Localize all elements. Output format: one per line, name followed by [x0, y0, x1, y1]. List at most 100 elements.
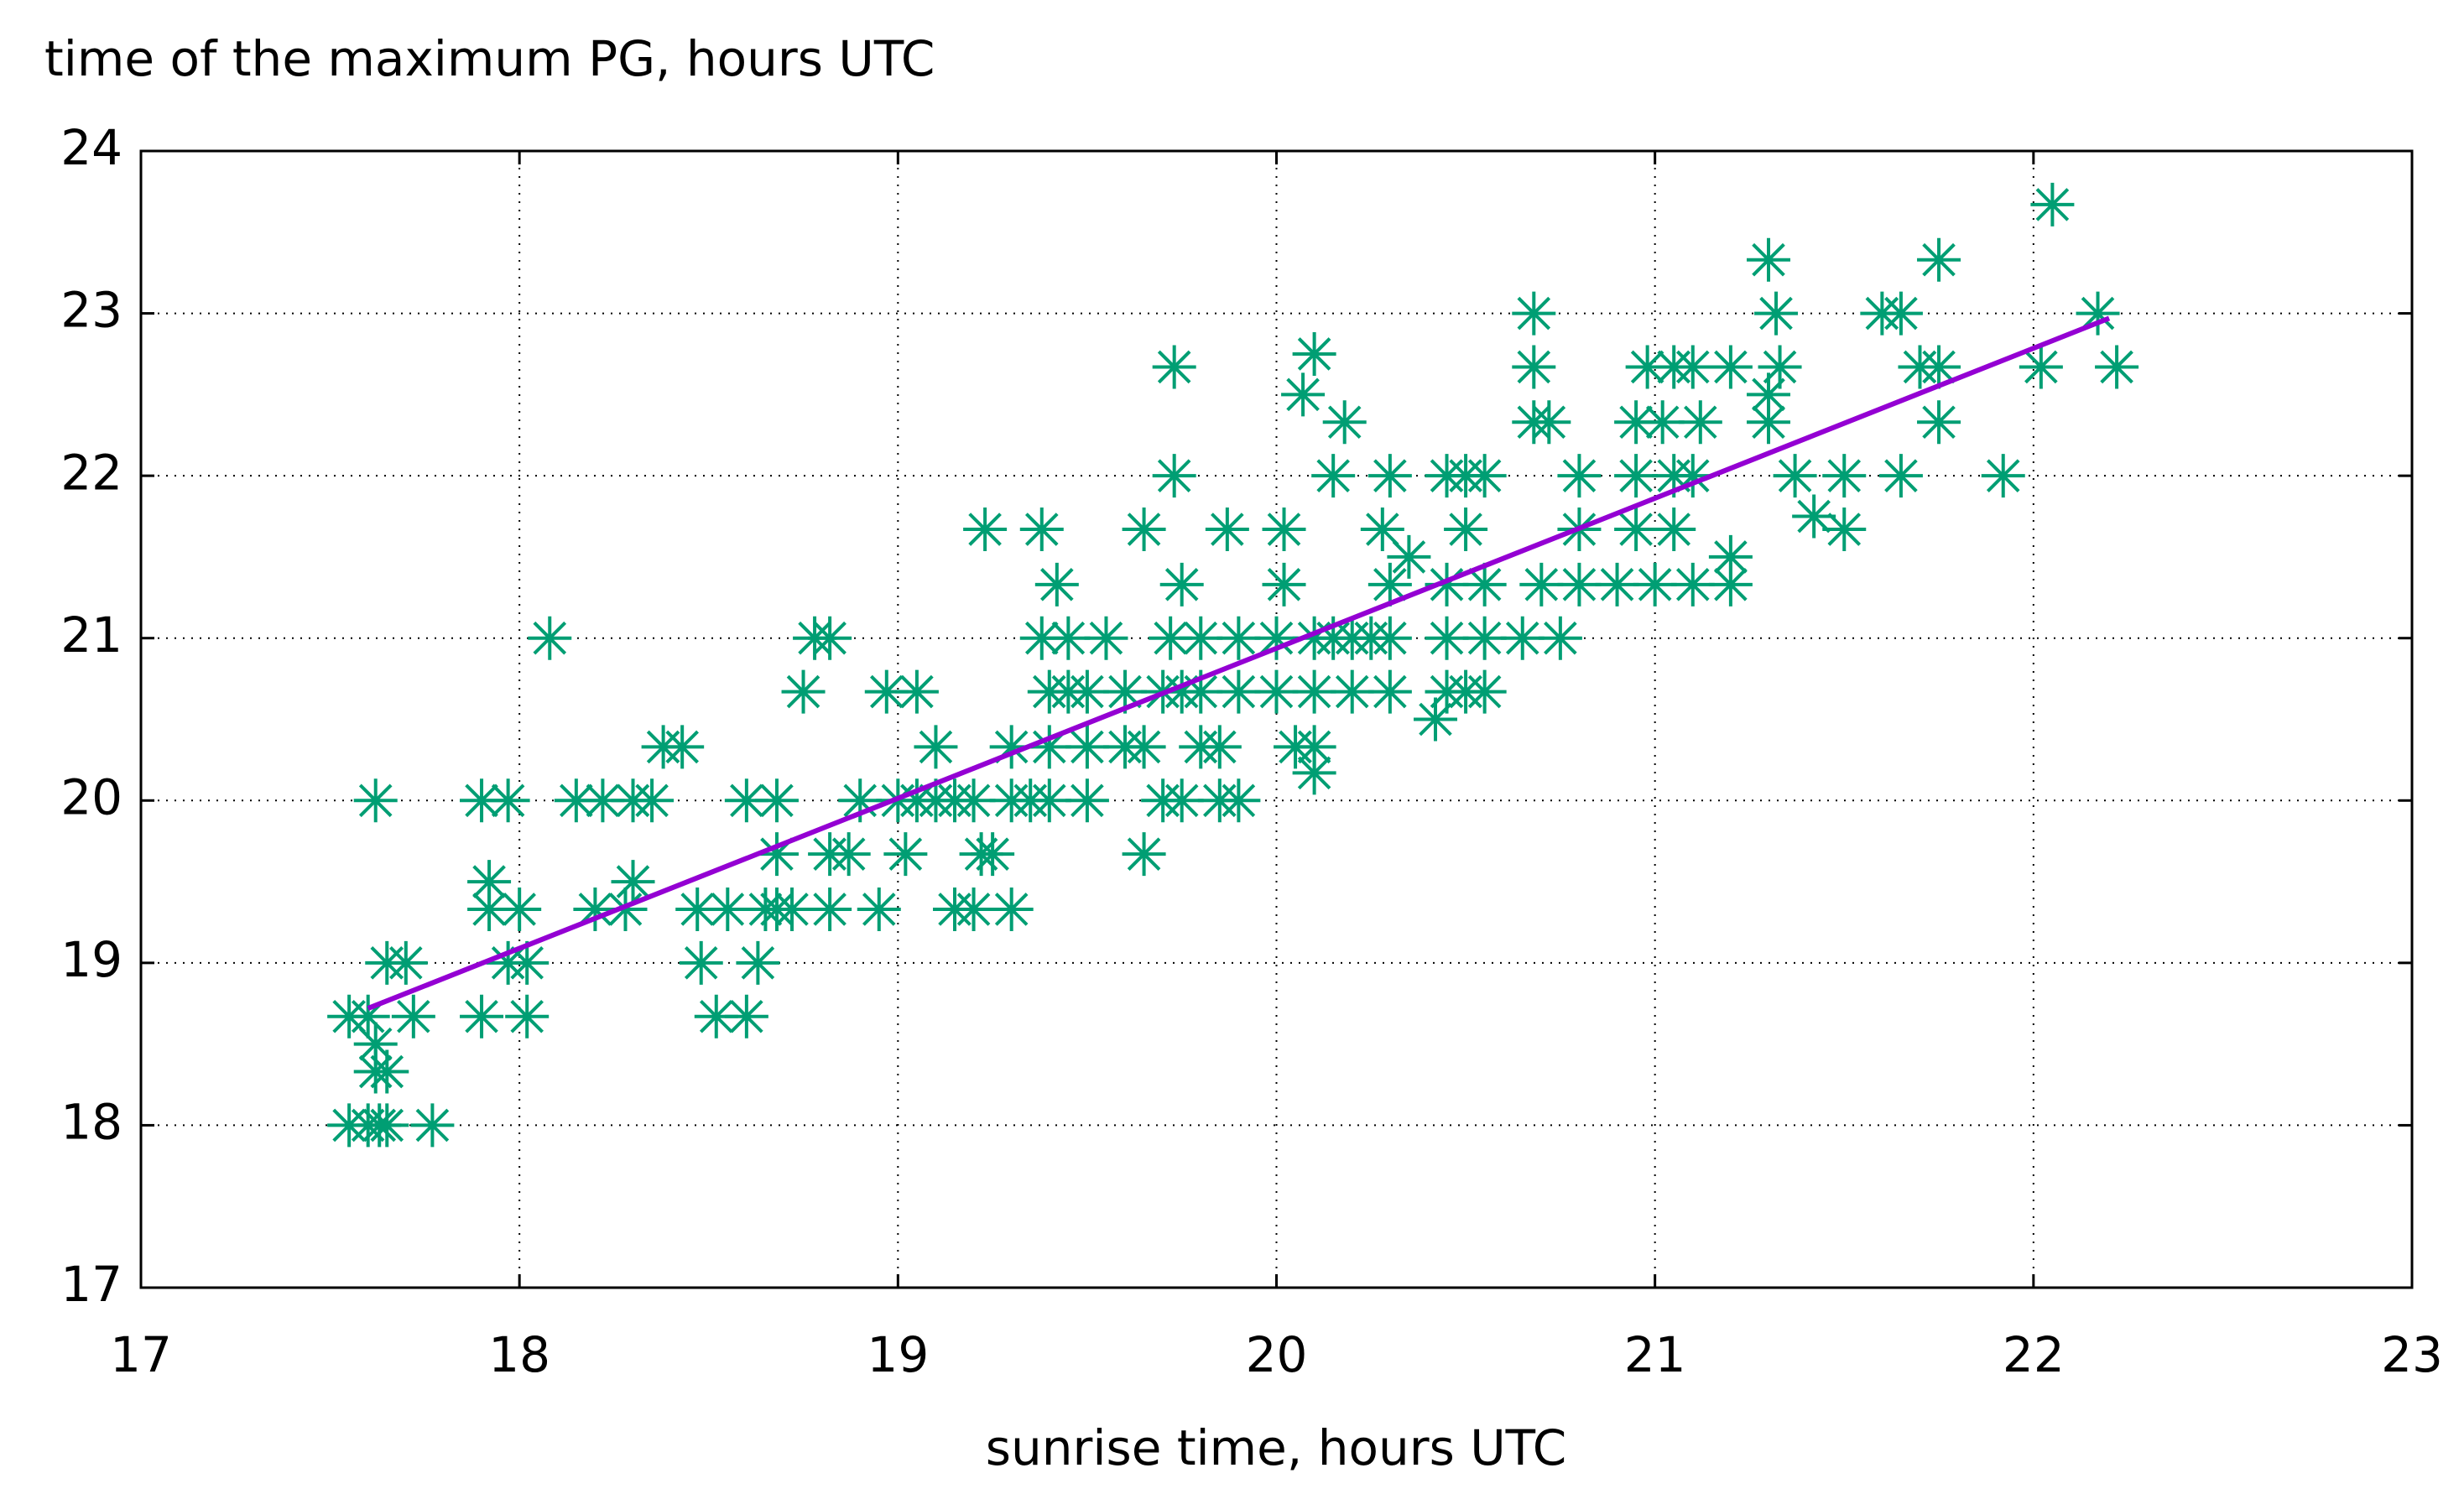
point	[1500, 616, 1545, 660]
x-tick-label: 17	[110, 1326, 172, 1383]
point	[1292, 725, 1336, 769]
point	[781, 669, 826, 714]
point	[1917, 400, 1961, 445]
point	[826, 832, 871, 877]
point	[1708, 562, 1753, 606]
point	[2030, 182, 2075, 226]
y-tick-label: 22	[60, 444, 122, 501]
y-tick-label: 20	[60, 768, 122, 825]
point	[581, 778, 625, 823]
point	[1122, 832, 1166, 877]
point	[1462, 562, 1507, 606]
point	[1425, 562, 1469, 606]
point	[630, 778, 675, 823]
x-tick-label: 18	[488, 1326, 550, 1383]
point	[951, 778, 996, 823]
point	[1708, 534, 1753, 579]
point	[1614, 400, 1659, 445]
point	[1747, 400, 1791, 445]
point	[1262, 562, 1306, 606]
point	[573, 887, 617, 931]
point	[505, 940, 550, 985]
point	[1216, 669, 1261, 714]
point	[754, 778, 799, 823]
point	[486, 778, 530, 823]
point	[1633, 562, 1677, 606]
point	[467, 860, 512, 904]
point	[1292, 669, 1336, 714]
point	[611, 860, 655, 904]
point	[1670, 454, 1715, 498]
point	[1758, 345, 1802, 389]
point	[1640, 400, 1685, 445]
point	[894, 669, 939, 714]
point	[1670, 345, 1715, 389]
point	[1254, 669, 1299, 714]
point	[914, 725, 958, 769]
point	[736, 940, 780, 985]
point	[460, 994, 504, 1039]
point	[1917, 237, 1961, 282]
point	[1792, 494, 1836, 539]
point	[2076, 291, 2120, 336]
point	[365, 1049, 409, 1094]
point	[963, 508, 1008, 552]
point	[1917, 345, 1961, 389]
point	[675, 887, 720, 931]
point	[1678, 400, 1722, 445]
point	[1367, 669, 1412, 714]
point	[1413, 697, 1457, 742]
fit-line	[367, 315, 2111, 1011]
point	[857, 887, 901, 931]
point	[1512, 345, 1556, 389]
point	[1330, 669, 1374, 714]
point	[460, 778, 504, 823]
point	[1462, 454, 1507, 498]
point	[660, 725, 705, 769]
point	[1179, 616, 1223, 660]
point	[2095, 345, 2139, 389]
point	[505, 994, 550, 1039]
point	[1322, 400, 1367, 445]
point	[497, 887, 542, 931]
x-tick-label: 20	[1246, 1326, 1308, 1383]
point	[1462, 616, 1507, 660]
point	[1670, 562, 1715, 606]
point	[1822, 454, 1867, 498]
point	[1512, 291, 1556, 336]
point	[1360, 508, 1404, 552]
y-axis-label: time of the maximum PG, hours UTC	[44, 30, 935, 87]
point	[1878, 454, 1923, 498]
point	[1179, 669, 1223, 714]
point	[1216, 616, 1261, 660]
point	[1103, 669, 1148, 714]
point	[1773, 454, 1817, 498]
point	[1878, 291, 1923, 336]
point	[808, 616, 852, 660]
point	[1197, 725, 1242, 769]
point	[1519, 562, 1564, 606]
point	[1152, 454, 1196, 498]
point	[1254, 616, 1299, 660]
y-tick-label: 18	[60, 1094, 122, 1151]
point	[603, 887, 648, 931]
point	[346, 994, 390, 1039]
point	[528, 616, 572, 660]
point	[724, 994, 768, 1039]
point	[1262, 508, 1306, 552]
point	[1557, 454, 1602, 498]
point	[1557, 562, 1602, 606]
point	[1462, 669, 1507, 714]
point	[1747, 237, 1791, 282]
point	[1614, 508, 1659, 552]
point	[1595, 562, 1639, 606]
y-tick-label: 17	[60, 1256, 122, 1313]
point	[1311, 454, 1356, 498]
x-tick-label: 19	[867, 1326, 929, 1383]
point	[353, 778, 398, 823]
point	[1065, 725, 1109, 769]
plot-frame	[139, 149, 2414, 1289]
x-axis-label: sunrise time, hours UTC	[986, 1419, 1566, 1476]
point	[1019, 616, 1064, 660]
